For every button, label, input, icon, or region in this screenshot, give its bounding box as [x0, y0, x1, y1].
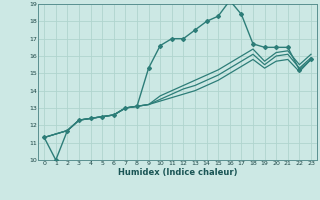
X-axis label: Humidex (Indice chaleur): Humidex (Indice chaleur): [118, 168, 237, 177]
